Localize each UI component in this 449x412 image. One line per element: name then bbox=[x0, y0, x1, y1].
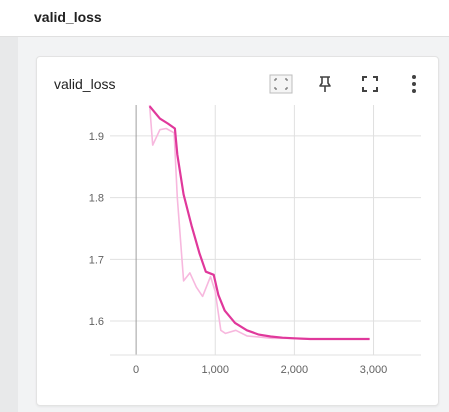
chart-area[interactable]: 1.6 1.7 1.8 1.9 0 1,000 2,000 3,000 bbox=[37, 57, 440, 407]
line-chart[interactable]: 1.6 1.7 1.8 1.9 0 1,000 2,000 3,000 bbox=[37, 57, 440, 407]
section-header: valid_loss bbox=[0, 0, 449, 37]
fit-domain-icon bbox=[269, 74, 293, 94]
left-strip bbox=[0, 37, 18, 412]
scalar-card: valid_loss 1.6 1.7 1.8 1.9 0 1,000 2,000 3,000 bbox=[36, 56, 439, 406]
x-tick-label: 1,000 bbox=[201, 364, 229, 376]
y-tick-label: 1.9 bbox=[89, 131, 104, 143]
y-tick-label: 1.7 bbox=[89, 254, 104, 266]
raw-series-line bbox=[148, 105, 370, 340]
more-vert-icon bbox=[412, 75, 416, 93]
smoothed-series-line bbox=[148, 105, 370, 341]
fullscreen-button[interactable] bbox=[357, 71, 383, 97]
section-title: valid_loss bbox=[34, 9, 102, 25]
x-tick-label: 2,000 bbox=[281, 364, 309, 376]
fit-domain-button[interactable] bbox=[268, 71, 294, 97]
fullscreen-icon bbox=[362, 76, 378, 92]
pin-button[interactable] bbox=[312, 71, 338, 97]
more-options-button[interactable] bbox=[401, 71, 427, 97]
y-tick-label: 1.8 bbox=[89, 193, 104, 205]
x-tick-label: 0 bbox=[133, 364, 139, 376]
pin-icon bbox=[319, 76, 331, 92]
card-title: valid_loss bbox=[54, 76, 116, 92]
x-tick-label: 3,000 bbox=[360, 364, 388, 376]
y-tick-label: 1.6 bbox=[89, 316, 104, 328]
